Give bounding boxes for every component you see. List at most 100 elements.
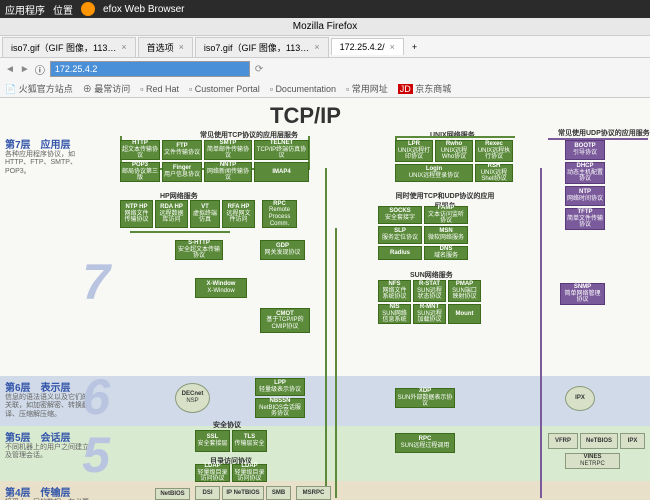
box-rmnt: R-MNTSUN远程加载协议 xyxy=(413,304,446,324)
box-rwho: RwhoUNIX远程Who协议 xyxy=(435,140,473,162)
url-input[interactable] xyxy=(50,61,250,77)
page-content: 第7层 应用层 各种应用程序协议，如HTTP、FTP、SMTP、POP3。 7 … xyxy=(0,98,650,500)
tab-4[interactable]: 172.25.4.2/ × xyxy=(331,38,404,55)
box-ipx2: IPX xyxy=(620,433,645,449)
bookmark-6[interactable]: ▫ 常用网址 xyxy=(346,82,388,95)
close-icon[interactable]: × xyxy=(121,42,126,52)
box-tls: TLS传输层安全 xyxy=(232,430,267,452)
layer-5-desc: 不同机器上的用户之间建立及管理会话。 xyxy=(5,444,89,461)
line xyxy=(130,231,230,233)
box-msrpc: MSRPC xyxy=(296,486,331,500)
layer-7-num: 7 xyxy=(82,253,110,311)
menu-places[interactable]: 位置 xyxy=(53,2,73,17)
section-udp: 常见使用UDP协议的应用服务 xyxy=(558,128,650,138)
layer-7-desc: 各种应用程序协议，如HTTP、FTP、SMTP、POP3。 xyxy=(5,151,89,176)
layer-5: 第5层 会话层 不同机器上的用户之间建立及管理会话。 5 xyxy=(2,426,92,464)
new-tab-button[interactable]: + xyxy=(404,42,425,52)
layer-4: 第4层 传输层 接受上一层的数据，在必要的时候把数据进行分… xyxy=(2,481,92,500)
box-tftp: TFTP简单文件传输协议 xyxy=(565,208,605,230)
layer-6-desc: 信息的语法语义以及它们的关联，如加密解密、转换翻译、压缩解压缩。 xyxy=(5,394,89,419)
box-telnet: TELNETTCP/IP终端仿真协议 xyxy=(254,140,309,160)
diagram-title: TCP/IP xyxy=(270,103,341,129)
line xyxy=(325,168,327,498)
layer-6-title: 第6层 表示层 xyxy=(5,379,89,394)
layer-7: 第7层 应用层 各种应用程序协议，如HTTP、FTP、SMTP、POP3。 7 xyxy=(2,133,92,179)
box-nfs: NFS网络文件系统协议 xyxy=(378,280,411,302)
box-slp: SLP服务定位协议 xyxy=(378,226,422,244)
section-unix: UNIX网络服务 xyxy=(430,130,475,140)
box-nbssn: NBSSNNetBIOS会话服务协议 xyxy=(255,398,305,418)
box-shttp: S-HTTP安全超文本传输协议 xyxy=(175,240,223,260)
box-ldap: LDAP轻量级目录访问协议 xyxy=(195,464,230,482)
box-decnet: DECnetNSP xyxy=(175,383,210,413)
box-msn: MSN微软网络服务 xyxy=(424,226,468,244)
box-ldap2: LDAP轻量级目录访问协议 xyxy=(232,464,267,482)
box-ipnetbios: IP NeTBIOS xyxy=(222,486,264,500)
address-bar: ◄ ► ⓘ ⟳ xyxy=(0,58,650,80)
box-famp: FAMP文本访问监听协议 xyxy=(424,206,468,224)
identity-icon[interactable]: ⓘ xyxy=(35,62,45,77)
layer-5-num: 5 xyxy=(82,426,110,484)
box-ipx: IPX xyxy=(565,386,595,411)
box-rfahp: RFA HP远程网文件访问 xyxy=(222,200,255,228)
box-vt: VT虚拟终端仿真 xyxy=(190,200,220,228)
box-gdp: GDP网关发现协议 xyxy=(260,240,305,260)
tab-3[interactable]: iso7.gif（GIF 图像，113… × xyxy=(195,37,329,57)
box-netbios: NeTBIOS xyxy=(580,433,618,449)
box-nntp: NNTP网络新闻传输协议 xyxy=(204,162,252,182)
bookmark-2[interactable]: ⊕ 最常访问 xyxy=(83,82,131,95)
firefox-icon[interactable] xyxy=(81,2,95,16)
browser-title: efox Web Browser xyxy=(103,4,185,15)
tab-2-label: 首选项 xyxy=(147,41,174,54)
box-xdp: XDPSUN外部数据表示协议 xyxy=(395,388,455,408)
menu-apps[interactable]: 应用程序 xyxy=(5,2,45,17)
box-rpc2: RPCSUN远程过程调用 xyxy=(395,433,455,453)
layer-6-num: 6 xyxy=(82,368,110,426)
box-smb: SMB xyxy=(266,486,291,500)
box-dsi: DSI xyxy=(195,486,220,500)
tab-2[interactable]: 首选项 × xyxy=(138,37,193,57)
close-icon[interactable]: × xyxy=(179,42,184,52)
line xyxy=(395,136,515,138)
window-title: Mozilla Firefox xyxy=(293,21,357,32)
box-mount: Mount xyxy=(448,304,481,324)
box-lpr: LPRUNIX远程打印协议 xyxy=(395,140,433,162)
box-ssl: SSL安全套接层 xyxy=(195,430,230,452)
bookmarks-bar: 📄 火狐官方站点 ⊕ 最常访问 ▫ Red Hat ▫ Customer Por… xyxy=(0,80,650,98)
tab-strip: iso7.gif（GIF 图像，113…× 首选项× iso7.gif（GIF … xyxy=(0,36,650,58)
box-smtp: SMTP简单邮件传输协议 xyxy=(204,140,252,160)
box-login: LoginUNIX远程登录协议 xyxy=(395,164,473,182)
box-ntp: NTP网络时间协议 xyxy=(565,186,605,206)
box-dns: DNS域名服务 xyxy=(424,246,468,260)
box-netbios2: NetBIOS xyxy=(155,488,190,500)
bookmark-7[interactable]: JD 京东商城 xyxy=(398,82,452,95)
box-bootp: BOOTP引导协议 xyxy=(565,140,605,160)
close-icon[interactable]: × xyxy=(390,42,395,52)
box-xwin: X-WindowX-Window xyxy=(195,278,247,298)
box-ntphp: NTP HP网络文件传输协议 xyxy=(120,200,153,228)
window-title-bar: Mozilla Firefox xyxy=(0,18,650,36)
bookmark-3[interactable]: ▫ Red Hat xyxy=(140,84,179,94)
box-vfrp: VFRP xyxy=(548,433,578,449)
back-button[interactable]: ◄ xyxy=(5,64,15,75)
reload-button[interactable]: ⟳ xyxy=(255,64,263,75)
box-rsh: RSHUNIX远程Shell协议 xyxy=(475,164,513,182)
close-icon[interactable]: × xyxy=(314,42,319,52)
layer-7-title: 第7层 应用层 xyxy=(5,136,89,151)
tab-1[interactable]: iso7.gif（GIF 图像，113…× xyxy=(2,37,136,57)
box-pmap: PMAPSUN端口映射协议 xyxy=(448,280,481,302)
box-lpp: LPP轻量级表示协议 xyxy=(255,378,305,396)
box-nis: NISSUN网络信息系统 xyxy=(378,304,411,324)
section-sec: 安全协议 xyxy=(213,420,241,430)
box-http: HTTP超文本传输协议 xyxy=(120,140,160,160)
bookmark-5[interactable]: ▫ Documentation xyxy=(270,84,336,94)
box-finger: Finger用户信息协议 xyxy=(162,162,202,182)
box-rpc: RPCRemote Process Comm. xyxy=(262,200,297,228)
tab-3-label: iso7.gif（GIF 图像，113… xyxy=(204,41,309,54)
bookmark-1[interactable]: 📄 火狐官方站点 xyxy=(5,82,73,95)
box-pop3: POP3邮局协议第三版 xyxy=(120,162,160,182)
bookmark-4[interactable]: ▫ Customer Portal xyxy=(189,84,260,94)
box-imap4: IMAP4 xyxy=(254,162,309,182)
forward-button[interactable]: ► xyxy=(20,64,30,75)
tab-4-label: 172.25.4.2/ xyxy=(340,42,385,52)
